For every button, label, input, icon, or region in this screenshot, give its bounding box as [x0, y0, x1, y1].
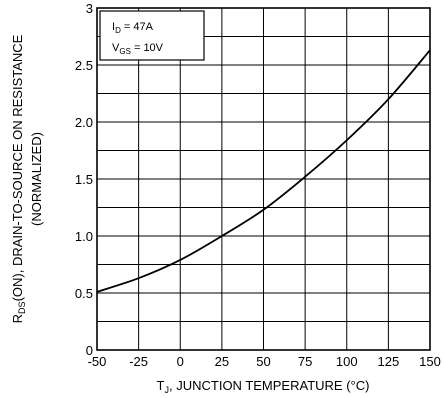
y-tick-label: 2.0	[75, 115, 93, 130]
y-axis-title-main: R	[10, 314, 25, 323]
grid-horizontal	[97, 36, 430, 322]
x-axis-title: TJ, JUNCTION TEMPERATURE (°C)	[157, 378, 370, 395]
x-tick-label: 100	[336, 354, 358, 369]
x-tick-label: 50	[256, 354, 270, 369]
x-tick-label: 25	[215, 354, 229, 369]
legend-line-2-rest: = 10V	[131, 42, 164, 54]
y-tick-label: 0.5	[75, 286, 93, 301]
legend-line-1-sub: D	[115, 26, 121, 35]
x-axis-title-main: T	[157, 378, 165, 393]
y-axis-title-rest: (ON), DRAIN-TO-SOURCE ON RESISTANCE	[10, 34, 25, 301]
legend-line-2-main: V	[112, 42, 120, 54]
y-axis-title-sub: DS	[17, 301, 27, 314]
x-tick-label: 0	[177, 354, 184, 369]
y-tick-labels: 0 0.5 1.0 1.5 2.0 2.5 3	[75, 1, 93, 358]
x-axis-title-sub: J	[165, 385, 170, 395]
x-tick-label: -25	[129, 354, 148, 369]
series-group	[96, 49, 431, 293]
legend-line-1-main: I	[112, 21, 115, 33]
y-axis-title-line-2: (NORMALIZED)	[29, 132, 44, 226]
y-tick-label: 3	[86, 1, 93, 16]
y-tick-label: 0	[86, 343, 93, 358]
x-tick-label: 75	[298, 354, 312, 369]
x-tick-label: -50	[88, 354, 107, 369]
y-axis-title: RDS(ON), DRAIN-TO-SOURCE ON RESISTANCE	[10, 34, 27, 323]
x-tick-label: 150	[419, 354, 441, 369]
y-tick-label: 1.5	[75, 172, 93, 187]
legend-line-1-rest: = 47A	[121, 21, 154, 33]
series-line	[96, 49, 431, 293]
y-tick-label: 2.5	[75, 58, 93, 73]
legend: ID = 47A VGS = 10V	[99, 10, 205, 61]
x-axis-title-rest: , JUNCTION TEMPERATURE (°C)	[169, 378, 369, 393]
legend-line-2-sub: GS	[119, 47, 131, 56]
x-tick-label: 125	[378, 354, 400, 369]
legend-line-2: VGS = 10V	[112, 42, 164, 56]
plot-frame	[96, 7, 431, 351]
y-tick-label: 1.0	[75, 229, 93, 244]
legend-line-1: ID = 47A	[112, 21, 154, 35]
legend-box	[99, 10, 205, 61]
x-tick-labels: -50 -25 0 25 50 75 100 125 150	[88, 354, 441, 369]
